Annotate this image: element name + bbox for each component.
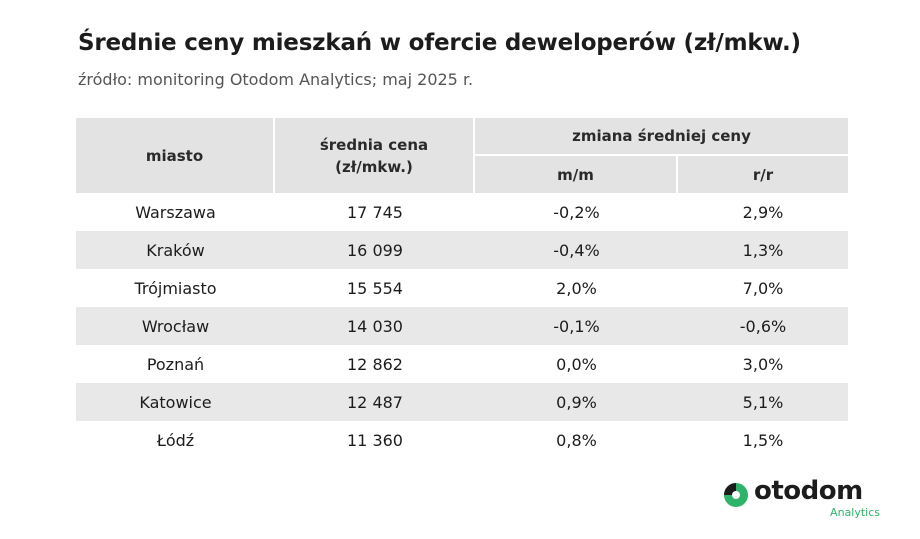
- table-cell: 3,0%: [742, 354, 784, 374]
- table-cell: 5,1%: [742, 392, 784, 412]
- table-cell: 12 487: [347, 392, 403, 412]
- table-row: Katowice 12 487 0,9% 5,1%: [76, 383, 848, 421]
- logo-text: otodom: [754, 476, 863, 506]
- table-row: Wrocław 14 030 -0,1% -0,6%: [76, 307, 848, 345]
- table-cell: 16 099: [347, 240, 403, 260]
- header-cell: miasto: [76, 118, 273, 193]
- table-row: Trójmiasto 15 554 2,0% 7,0%: [76, 269, 848, 307]
- table-row: Kraków 16 099 -0,4% 1,3%: [76, 231, 848, 269]
- table-row: Poznań 12 862 0,0% 3,0%: [76, 345, 848, 383]
- logo-subtext: Analytics: [830, 506, 880, 519]
- logo-icon: [724, 483, 748, 507]
- header-cell: r/r: [678, 156, 848, 193]
- table-cell: 12 862: [347, 354, 403, 374]
- table-row: Łódź 11 360 0,8% 1,5%: [76, 421, 848, 459]
- table-cell: 1,3%: [742, 240, 784, 260]
- table-body: Warszawa 17 745 -0,2% 2,9% Kraków 16 099 -0,4%…: [76, 193, 848, 459]
- table-cell: -0,2%: [553, 202, 600, 222]
- header-cell: średnia cena (zł/mkw.): [275, 118, 473, 193]
- table-cell: -0,1%: [553, 316, 600, 336]
- table: miasto średnia cena (zł/mkw.) zmiana śre…: [76, 118, 848, 459]
- logo: otodom Analytics: [722, 476, 882, 522]
- title: Średnie ceny mieszkań w ofercie dewelope…: [78, 30, 801, 56]
- table-cell: Trójmiasto: [134, 278, 217, 298]
- table-header: miasto średnia cena (zł/mkw.) zmiana śre…: [76, 118, 848, 193]
- table-cell: 15 554: [347, 278, 403, 298]
- table-cell: Poznań: [146, 354, 205, 374]
- table-cell: -0,4%: [553, 240, 600, 260]
- table-cell: Łódź: [156, 430, 195, 450]
- table-row: Warszawa 17 745 -0,2% 2,9%: [76, 193, 848, 231]
- table-cell: Wrocław: [141, 316, 210, 336]
- table-cell: 0,9%: [556, 392, 597, 412]
- table-cell: 0,8%: [556, 430, 597, 450]
- subtitle: źródło: monitoring Otodom Analytics; maj…: [78, 70, 474, 89]
- table-cell: 2,0%: [556, 278, 597, 298]
- table-cell: Katowice: [139, 392, 212, 412]
- table-cell: 14 030: [347, 316, 403, 336]
- header-cell: zmiana średniej ceny: [475, 118, 848, 154]
- table-cell: Kraków: [146, 240, 205, 260]
- table-cell: 2,9%: [742, 202, 784, 222]
- table-cell: -0,6%: [739, 316, 787, 336]
- header-cell: m/m: [475, 156, 676, 193]
- table-cell: 7,0%: [742, 278, 784, 298]
- table-cell: 1,5%: [742, 430, 784, 450]
- table-cell: 11 360: [347, 430, 403, 450]
- table-cell: Warszawa: [135, 202, 216, 222]
- table-cell: 17 745: [347, 202, 403, 222]
- table-cell: 0,0%: [556, 354, 597, 374]
